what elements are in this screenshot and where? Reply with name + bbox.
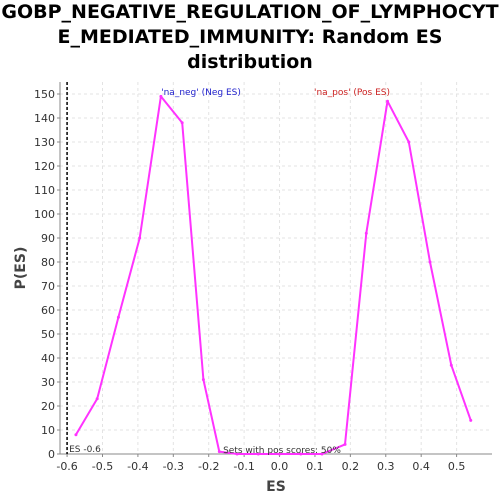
data-point	[364, 231, 368, 235]
data-point	[449, 363, 453, 367]
x-tick-label: -0.4	[127, 460, 148, 473]
y-axis-label: P(ES)	[13, 247, 29, 290]
data-point	[386, 99, 390, 103]
y-tick-label: 70	[41, 280, 55, 293]
x-tick-label: -0.2	[198, 460, 219, 473]
x-tick-label: -0.1	[233, 460, 254, 473]
y-tick-label: 20	[41, 400, 55, 413]
chart-title-line-3: distribution	[187, 51, 313, 73]
x-tick-label: 0.5	[448, 460, 466, 473]
data-point	[278, 452, 282, 456]
data-point	[256, 452, 260, 456]
plot-area	[60, 82, 492, 454]
annotations: ES -0.6 'na_neg' (Neg ES) 'na_pos' (Pos ES…	[66, 82, 390, 456]
x-tick-label: 0.1	[306, 460, 324, 473]
y-tick-label: 140	[34, 112, 55, 125]
data-point	[217, 450, 221, 454]
x-tick-label: 0.3	[377, 460, 395, 473]
es-marker-label: ES -0.6	[69, 445, 101, 455]
y-tick-label: 10	[41, 424, 55, 437]
data-point	[469, 418, 473, 422]
y-tick-label: 0	[48, 448, 55, 461]
y-tick-label: 40	[41, 352, 55, 365]
pos-es-label: 'na_pos' (Pos ES)	[314, 88, 390, 98]
y-tick-label: 50	[41, 328, 55, 341]
y-tick-label: 60	[41, 304, 55, 317]
data-point	[201, 378, 205, 382]
y-tick-label: 150	[34, 88, 55, 101]
y-tick-label: 110	[34, 184, 55, 197]
data-point	[138, 236, 142, 240]
chart-title-line-2: E_MEDIATED_IMMUNITY: Random ES	[57, 26, 443, 48]
x-tick-label: 0.4	[412, 460, 430, 473]
tick-labels: 0 10 20 30 40 50 60 70 80 90 100 110 120 130 140 150 -0.…	[34, 88, 465, 473]
y-tick-label: 100	[34, 208, 55, 221]
data-point	[235, 452, 239, 456]
x-tick-label: 0.0	[271, 460, 289, 473]
series-line	[75, 95, 472, 455]
y-tick-label: 130	[34, 136, 55, 149]
x-axis-label: ES	[266, 479, 286, 495]
series-layer	[74, 94, 473, 456]
chart-title: GOBP_NEGATIVE_REGULATION_OF_LYMPHOCYT E_…	[0, 0, 500, 75]
x-tick-label: -0.5	[92, 460, 113, 473]
data-point	[299, 452, 303, 456]
data-point	[407, 140, 411, 144]
data-point	[74, 433, 78, 437]
x-tick-label: -0.6	[56, 460, 77, 473]
data-point	[180, 121, 184, 125]
y-tick-label: 30	[41, 376, 55, 389]
x-tick-label: 0.2	[342, 460, 360, 473]
data-point	[159, 94, 163, 98]
pos-scores-label: Sets with pos scores: 50%	[223, 446, 341, 456]
data-point	[116, 315, 120, 319]
x-tick-label: -0.3	[163, 460, 184, 473]
data-point	[343, 442, 347, 446]
y-tick-label: 80	[41, 256, 55, 269]
data-point	[95, 397, 99, 401]
data-point	[428, 260, 432, 264]
chart-title-line-1: GOBP_NEGATIVE_REGULATION_OF_LYMPHOCYT	[1, 1, 499, 23]
y-tick-label: 120	[34, 160, 55, 173]
y-tick-label: 90	[41, 232, 55, 245]
data-point	[320, 452, 324, 456]
grid-lines	[60, 82, 492, 454]
neg-es-label: 'na_neg' (Neg ES)	[161, 88, 241, 98]
